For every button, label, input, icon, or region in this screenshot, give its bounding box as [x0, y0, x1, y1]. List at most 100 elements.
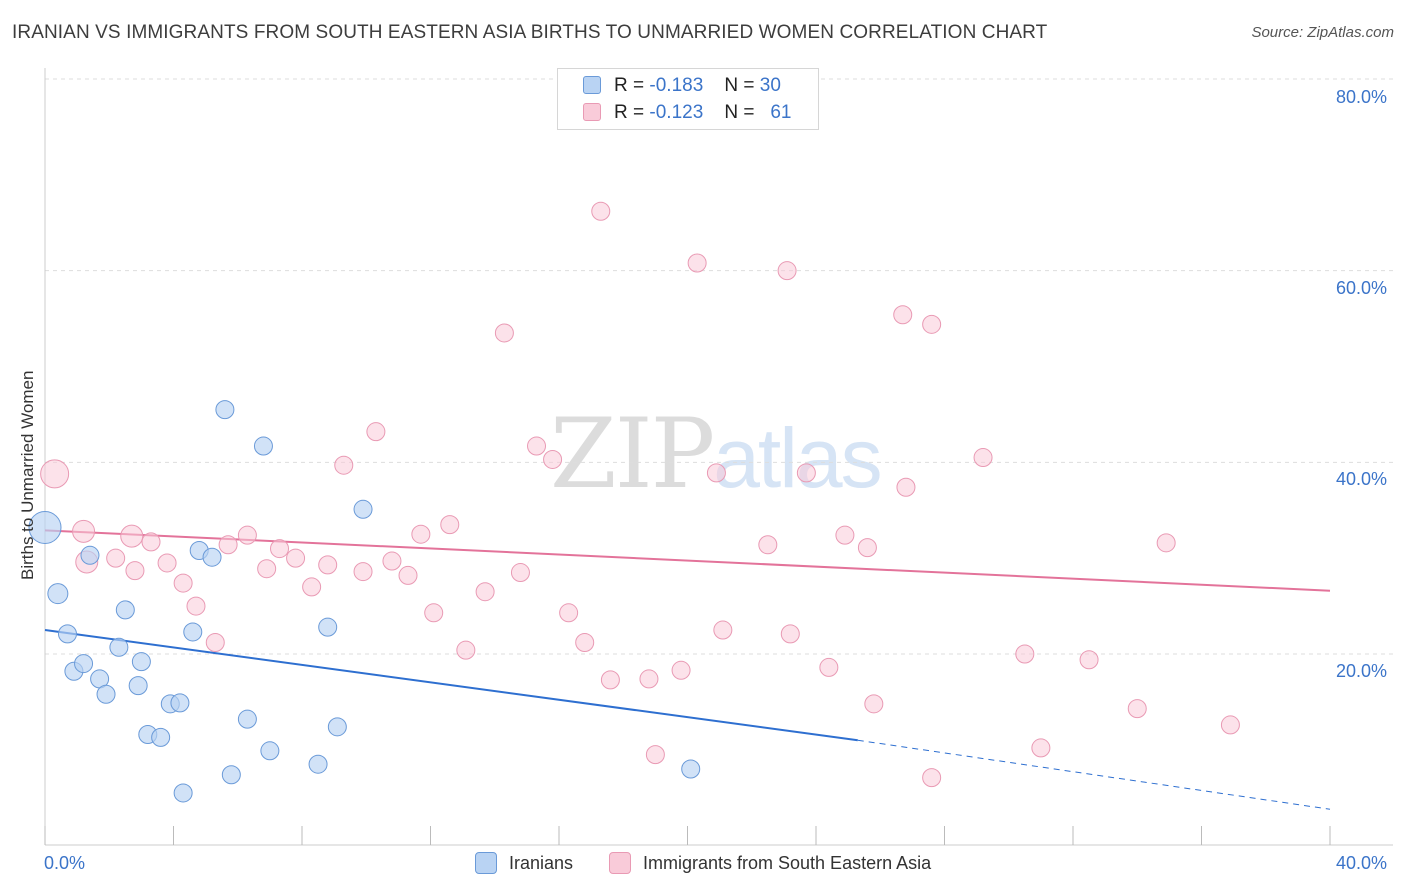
- y-axis-title: Births to Unmarried Women: [18, 370, 37, 580]
- y-tick-label-60: 60.0%: [1336, 278, 1388, 298]
- point-southeast-asia: [893, 305, 913, 325]
- point-southeast-asia: [286, 548, 306, 568]
- point-southeast-asia: [120, 524, 144, 548]
- point-iranians: [47, 583, 69, 605]
- legend-n-value: 61: [770, 102, 792, 123]
- point-southeast-asia: [205, 633, 225, 652]
- point-iranians: [353, 499, 373, 519]
- legend-swatch-iranians: [475, 852, 497, 874]
- point-iranians: [318, 617, 338, 637]
- point-southeast-asia: [72, 519, 96, 543]
- point-iranians: [57, 624, 77, 644]
- point-southeast-asia: [922, 768, 942, 788]
- point-iranians: [327, 717, 347, 737]
- watermark: ZIPatlas: [550, 398, 883, 510]
- point-iranians: [80, 545, 100, 565]
- point-southeast-asia: [302, 577, 322, 597]
- trend-line-iranians-extrapolated: [857, 739, 1331, 810]
- y-tick-label-40: 40.0%: [1336, 469, 1388, 489]
- x-tick-label-max: 40.0%: [1336, 853, 1388, 873]
- point-southeast-asia: [173, 573, 193, 593]
- point-southeast-asia: [494, 323, 514, 343]
- point-southeast-asia: [857, 538, 877, 558]
- legend-swatch-blue: [583, 76, 601, 94]
- legend-label-southeast-asia: Immigrants from South Eastern Asia: [643, 852, 932, 873]
- point-southeast-asia: [687, 253, 707, 273]
- point-iranians: [131, 652, 151, 672]
- point-southeast-asia: [1079, 650, 1099, 670]
- point-southeast-asia: [382, 551, 402, 571]
- point-southeast-asia: [475, 582, 495, 602]
- point-iranians: [151, 727, 171, 747]
- point-southeast-asia: [1031, 738, 1051, 758]
- point-southeast-asia: [758, 535, 778, 555]
- correlation-legend: R = -0.183 N = 30 R = -0.123 N = 61: [557, 68, 819, 130]
- point-southeast-asia: [896, 477, 916, 497]
- legend-r-value: -0.123: [649, 102, 704, 123]
- point-iranians: [215, 400, 235, 420]
- trend-line-iranians: [44, 629, 858, 742]
- point-southeast-asia: [713, 620, 733, 640]
- point-southeast-asia: [141, 532, 161, 552]
- point-southeast-asia: [1156, 533, 1176, 553]
- point-southeast-asia: [257, 559, 277, 579]
- legend-swatch-southeast-asia: [609, 852, 631, 874]
- point-southeast-asia: [440, 515, 460, 535]
- point-southeast-asia: [1015, 644, 1035, 664]
- point-iranians: [74, 654, 94, 674]
- legend-n-value: 30: [759, 75, 781, 96]
- point-southeast-asia: [157, 553, 177, 573]
- point-iranians: [202, 547, 222, 567]
- point-southeast-asia: [600, 670, 620, 690]
- point-southeast-asia: [366, 422, 386, 442]
- series-legend: Iranians Immigrants from South Eastern A…: [0, 852, 1406, 878]
- point-southeast-asia: [575, 633, 595, 652]
- point-iranians: [115, 600, 135, 620]
- legend-item-southeast-asia: Immigrants from South Eastern Asia: [609, 852, 931, 874]
- legend-n-label: N =: [724, 102, 755, 123]
- point-iranians: [170, 693, 190, 713]
- point-southeast-asia: [334, 455, 354, 475]
- point-southeast-asia: [186, 596, 206, 616]
- point-southeast-asia: [591, 201, 611, 221]
- point-southeast-asia: [456, 640, 476, 660]
- point-iranians: [253, 436, 273, 456]
- chart-title: IRANIAN VS IMMIGRANTS FROM SOUTH EASTERN…: [12, 22, 1048, 43]
- watermark-atlas: atlas: [713, 411, 882, 505]
- point-iranians: [237, 709, 257, 729]
- legend-r-label: R =: [614, 102, 645, 123]
- legend-r-value: -0.183: [649, 75, 704, 96]
- point-southeast-asia: [864, 694, 884, 714]
- point-southeast-asia: [398, 565, 418, 585]
- point-southeast-asia: [559, 603, 579, 623]
- y-tick-label-20: 20.0%: [1336, 661, 1388, 681]
- legend-swatch-pink: [583, 103, 601, 121]
- point-southeast-asia: [424, 603, 444, 623]
- point-southeast-asia: [671, 660, 691, 680]
- point-iranians: [183, 622, 203, 642]
- axes: [44, 68, 1393, 846]
- point-iranians: [109, 637, 129, 657]
- point-southeast-asia: [796, 463, 816, 483]
- points-southeast-asia: [40, 201, 1240, 788]
- point-southeast-asia: [40, 459, 70, 489]
- trend-lines: [44, 529, 1331, 810]
- point-southeast-asia: [780, 624, 800, 644]
- point-iranians: [308, 754, 328, 774]
- y-tick-label-80: 80.0%: [1336, 87, 1388, 107]
- point-southeast-asia: [639, 669, 659, 689]
- grid-lines: [45, 78, 1393, 655]
- legend-label-iranians: Iranians: [509, 852, 574, 873]
- point-southeast-asia: [706, 463, 726, 483]
- watermark-zip: ZIP: [550, 398, 715, 510]
- point-southeast-asia: [106, 548, 126, 568]
- point-southeast-asia: [270, 539, 290, 559]
- point-southeast-asia: [353, 562, 373, 582]
- point-southeast-asia: [645, 745, 665, 765]
- legend-n-label: N =: [724, 75, 755, 96]
- point-southeast-asia: [218, 535, 238, 555]
- point-iranians: [96, 684, 116, 704]
- point-southeast-asia: [237, 525, 257, 545]
- point-southeast-asia: [1127, 699, 1147, 719]
